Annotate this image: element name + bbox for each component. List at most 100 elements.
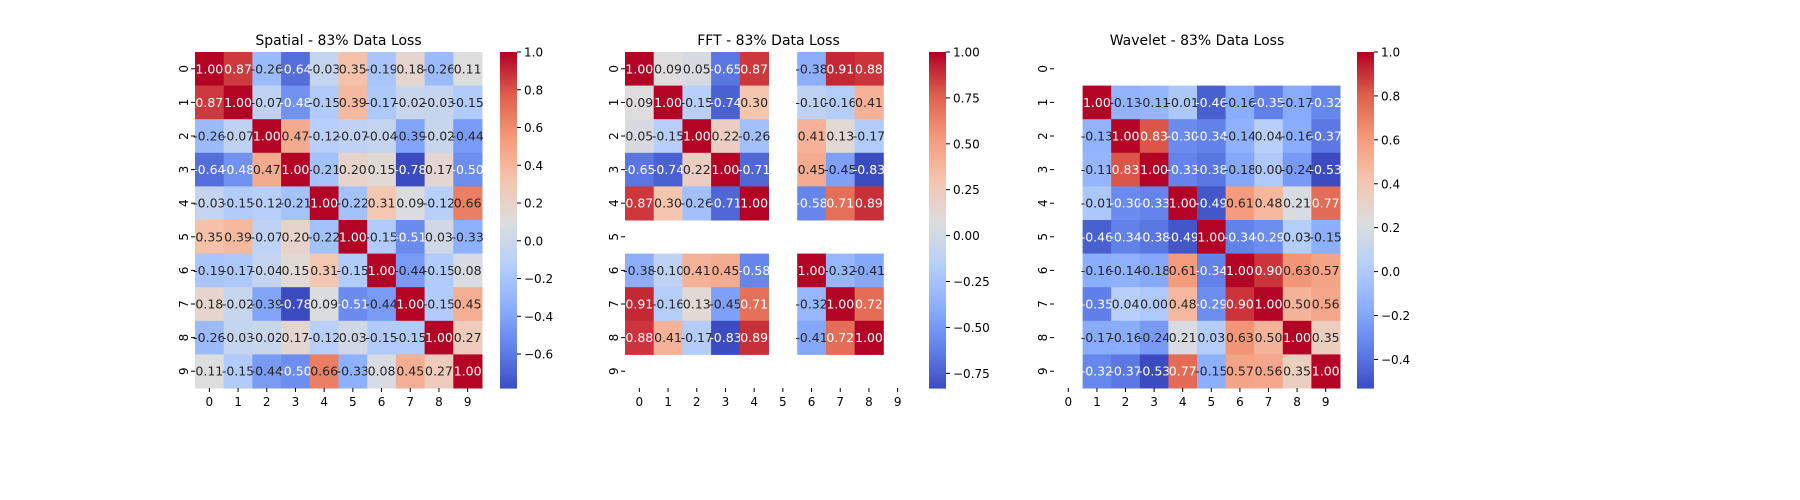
spatial-xtick-label-0: 0 [206, 395, 214, 409]
fft-cell-label-7-0: 0.91 [625, 297, 653, 312]
fft-cell-label-4-4: 1.00 [740, 196, 768, 211]
spatial-colorbar-strip [500, 211, 517, 215]
spatial-cell-4-7 [395, 186, 426, 221]
wavelet-cell-label-7-5: -0.29 [1195, 297, 1227, 312]
fft-colorbar-strip [929, 52, 946, 56]
wavelet-colorbar-strip [1357, 68, 1374, 73]
spatial-cell-label-2-0: -0.26 [193, 129, 225, 144]
wavelet-cell-1-5 [1197, 85, 1227, 120]
wavelet-ytick-label-3: 3 [1036, 166, 1050, 174]
wavelet-colorbar-tick-label-2: 0.6 [1381, 133, 1400, 147]
fft-cell-label-1-7: -0.16 [824, 95, 856, 110]
spatial-colorbar-strip [500, 259, 517, 263]
wavelet-cell-6-4 [1168, 253, 1198, 288]
fft-cell-label-6-2: 0.41 [683, 263, 711, 278]
wavelet-cell-label-2-5: -0.34 [1195, 129, 1227, 144]
wavelet-cell-label-6-6: 1.00 [1226, 263, 1254, 278]
fft-ytick-label-0: 0 [607, 65, 621, 73]
spatial-cell-6-6 [367, 253, 397, 288]
spatial-cell-label-2-7: -0.39 [394, 129, 426, 144]
wavelet-colorbar-strip [1357, 189, 1374, 193]
fft-cell-6-0 [625, 253, 655, 288]
spatial-colorbar-strip [500, 320, 517, 325]
fft-colorbar-strip [929, 374, 946, 378]
spatial-cell-7-1 [223, 287, 253, 322]
fft-colorbar-strip [929, 220, 946, 224]
wavelet-colorbar-tick-label-0: 1.0 [1381, 46, 1400, 60]
fft-cell-label-2-7: 0.13 [826, 129, 854, 144]
spatial-colorbar-strip [500, 245, 517, 249]
fft-cell-label-6-8: -0.41 [853, 263, 885, 278]
spatial-cell-2-6 [367, 119, 397, 154]
fft-cell-0-6 [797, 52, 827, 87]
wavelet-cell-label-5-4: -0.49 [1167, 229, 1199, 244]
wavelet-cell-label-8-1: -0.17 [1081, 330, 1113, 345]
fft-cell-label-3-2: 0.22 [683, 162, 711, 177]
wavelet-cell-label-1-4: -0.01 [1167, 95, 1199, 110]
spatial-colorbar-strip [500, 217, 517, 221]
fft-cell-6-3 [711, 253, 741, 288]
wavelet-cell-3-8 [1282, 152, 1312, 187]
spatial-cell-label-6-2: -0.04 [251, 263, 283, 278]
fft-cell-0-3 [711, 52, 741, 87]
spatial-colorbar-strip [500, 225, 517, 229]
spatial-colorbar-tick-label-3: 0.4 [524, 159, 543, 173]
fft-colorbar-strip [929, 141, 946, 145]
wavelet-colorbar-strip [1357, 281, 1374, 285]
spatial-cell-label-0-4: -0.03 [308, 61, 340, 76]
wavelet-colorbar-strip [1357, 214, 1374, 218]
fft-colorbar-strip [929, 326, 946, 330]
spatial-cell-1-6 [367, 85, 397, 120]
spatial-colorbar-strip [500, 340, 517, 344]
wavelet-cell-8-8 [1282, 320, 1312, 355]
spatial-cell-2-8 [424, 119, 454, 154]
wavelet-cell-label-9-6: 0.57 [1226, 364, 1254, 379]
spatial-cell-label-9-2: -0.44 [251, 364, 283, 379]
spatial-colorbar-strip [500, 63, 517, 67]
spatial-colorbar-strip [500, 164, 517, 168]
wavelet-xtick-label-4: 4 [1179, 395, 1187, 409]
spatial-colorbar-strip [500, 256, 517, 260]
spatial-xtick-label-7: 7 [406, 395, 414, 409]
wavelet-cell-label-3-9: -0.53 [1310, 162, 1342, 177]
wavelet-colorbar-strip [1357, 133, 1374, 137]
wavelet-colorbar-strip [1357, 169, 1374, 173]
spatial-colorbar-strip [500, 228, 517, 232]
fft-ytick-label-7: 7 [607, 300, 621, 308]
spatial-cell-label-8-0: -0.26 [193, 330, 225, 345]
spatial-cell-0-6 [367, 52, 397, 87]
wavelet-cell-label-2-1: -0.13 [1081, 129, 1113, 144]
spatial-cell-label-0-8: -0.26 [423, 61, 455, 76]
spatial-colorbar-strip [500, 326, 517, 330]
wavelet-colorbar-strip [1357, 60, 1374, 64]
fft-cell-0-0 [625, 52, 655, 87]
fft-cell-label-6-3: 0.45 [712, 263, 740, 278]
wavelet-cell-label-4-3: -0.33 [1138, 196, 1170, 211]
wavelet-cell-9-1 [1082, 354, 1112, 389]
wavelet-cell-label-8-7: 0.50 [1255, 330, 1283, 345]
spatial-xtick-label-4: 4 [320, 395, 328, 409]
fft-colorbar-strip [929, 82, 946, 87]
wavelet-cell-label-4-9: 0.77 [1312, 196, 1340, 211]
fft-colorbar-strip [929, 214, 946, 218]
fft-colorbar-strip [929, 186, 946, 190]
fft-colorbar-strip [929, 365, 946, 369]
wavelet-colorbar-strip [1357, 360, 1374, 364]
spatial-cell-8-1 [223, 320, 253, 355]
spatial-xtick-label-9: 9 [464, 395, 472, 409]
spatial-cell-7-9 [453, 287, 483, 322]
spatial-cell-9-2 [252, 354, 282, 389]
wavelet-cell-9-6 [1225, 354, 1255, 389]
spatial-cell-7-5 [338, 287, 368, 322]
fft-cell-1-4 [739, 85, 769, 120]
fft-cell-label-2-8: -0.17 [853, 129, 885, 144]
spatial-cell-1-9 [453, 85, 483, 120]
fft-colorbar-strip [929, 164, 946, 168]
wavelet-ytick-label-8: 8 [1036, 334, 1050, 342]
spatial-colorbar-strip [500, 68, 517, 73]
fft-colorbar-strip [929, 264, 946, 269]
fft-colorbar-strip [929, 180, 946, 185]
wavelet-colorbar-strip [1357, 231, 1374, 235]
fft-cell-8-6 [797, 320, 827, 355]
